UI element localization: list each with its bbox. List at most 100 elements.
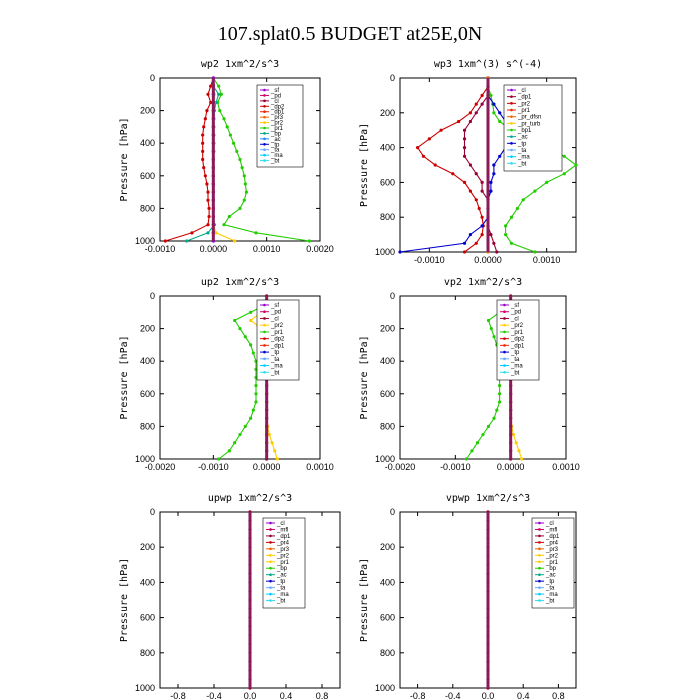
legend-label: _pr1 [517, 108, 531, 114]
series-point [492, 416, 496, 420]
series-point [480, 224, 484, 228]
y-axis-label: Pressure [hPa] [359, 123, 370, 207]
legend-label: _bt [545, 599, 555, 605]
legend-marker [510, 102, 513, 105]
series-point [492, 241, 496, 245]
series-point [251, 408, 255, 412]
legend-label: _pr_turb [517, 121, 541, 127]
legend-marker [503, 303, 506, 307]
y-tick-label: 0 [150, 507, 155, 517]
x-tick-label: 0.0010 [306, 462, 334, 472]
y-tick-label: 600 [140, 389, 155, 399]
legend-label: _dp1 [270, 110, 285, 116]
series-point [238, 327, 242, 331]
y-tick-label: 200 [140, 106, 155, 116]
legend-label: _cl [545, 521, 554, 527]
y-tick-label: 400 [140, 577, 155, 587]
series-point [207, 214, 211, 219]
series-point [470, 449, 474, 453]
legend-marker [510, 135, 513, 138]
series-point [206, 231, 210, 235]
series-point [474, 198, 478, 202]
legend-label: _pr2 [510, 323, 524, 329]
y-tick-label: 1000 [135, 236, 155, 246]
series-point [249, 318, 253, 323]
series-point [481, 432, 485, 437]
legend-label: _ac [270, 137, 281, 143]
legend-label: _ta [545, 586, 555, 592]
series-point [254, 400, 258, 404]
series-point [207, 206, 211, 210]
legend-marker [263, 110, 266, 114]
panel-1: wp2 1xm^2/s^3 Pressure [hPa] 0 200 400 600 800… [119, 59, 334, 254]
legend-marker [263, 153, 266, 157]
legend-marker [538, 566, 541, 570]
legend-marker [503, 317, 506, 320]
series-point [227, 449, 231, 453]
y-tick-label: 400 [140, 356, 155, 366]
y-tick-label: 600 [140, 613, 155, 623]
y-axis-label: Pressure [hPa] [119, 335, 130, 419]
legend-marker [269, 534, 272, 538]
series-point [574, 163, 578, 167]
series-point [185, 239, 189, 243]
plot-frame [159, 295, 321, 460]
series-line [165, 77, 214, 242]
series-point [267, 432, 271, 437]
panel-title: upwp 1xm^2/s^3 [208, 493, 292, 504]
series-point [492, 163, 496, 167]
series-point [468, 111, 472, 115]
legend-label: _pr_dfsn [517, 115, 541, 121]
legend-label: _ta [270, 148, 280, 154]
legend-marker [503, 364, 506, 367]
legend-marker [263, 303, 266, 307]
legend-label: _dp1 [270, 343, 285, 349]
legend-marker [263, 317, 266, 320]
panel-title: wp2 1xm^2/s^3 [201, 59, 279, 70]
legend-label: _ma [510, 364, 523, 370]
series-point [489, 233, 493, 237]
legend: _cl_mfl_dp1_pr4_pr3_pr2_pr1_bp_ac_tp_ta_… [531, 517, 575, 609]
legend-marker [510, 155, 513, 158]
series-point [509, 215, 514, 219]
legend-label: _cl [270, 99, 279, 105]
legend-label: _pr3 [276, 547, 290, 553]
y-tick-label: 600 [140, 171, 155, 181]
legend-label: _pr1 [510, 330, 524, 336]
legend: _sf_pd_cl_dp2_dp1_pr3_pr2_pr1_bp_ac_tp_t… [256, 84, 304, 168]
x-tick-label: 0.0000 [497, 462, 525, 472]
series-point [492, 111, 496, 115]
legend-label: _bt [510, 370, 520, 376]
y-tick-label: 800 [140, 421, 155, 431]
legend-marker [510, 162, 513, 165]
legend-marker [263, 364, 266, 367]
legend-marker [263, 357, 266, 361]
plot-frame [159, 77, 321, 242]
x-tick-label: -0.8 [410, 691, 426, 700]
legend-marker [510, 122, 513, 125]
legend-label: _dp2 [270, 104, 285, 110]
series-point [498, 154, 502, 158]
legend-marker [269, 573, 272, 576]
series-point [509, 241, 514, 245]
legend-marker [263, 337, 266, 340]
series-point [474, 172, 478, 176]
series-point [219, 92, 223, 96]
x-tick-label: -0.8 [170, 691, 186, 700]
series-point [233, 441, 237, 445]
series-point [206, 198, 210, 202]
legend: _sf_pd_cl_pr2_pr1_dp2_dp1_tp_ta_ma_bt [496, 299, 540, 381]
series-point [462, 128, 467, 132]
series-point [307, 239, 311, 243]
panel-title: vpwp 1xm^2/s^3 [446, 493, 530, 504]
series-point [163, 239, 167, 243]
legend-marker [269, 579, 272, 583]
y-tick-label: 1000 [135, 683, 155, 693]
legend-marker [263, 330, 266, 334]
series-point [217, 84, 221, 88]
series-point [222, 117, 226, 121]
series-point [462, 241, 467, 245]
series-point [480, 233, 484, 237]
legend-label: _bt [270, 370, 280, 376]
legend-label: _dp1 [276, 534, 291, 540]
